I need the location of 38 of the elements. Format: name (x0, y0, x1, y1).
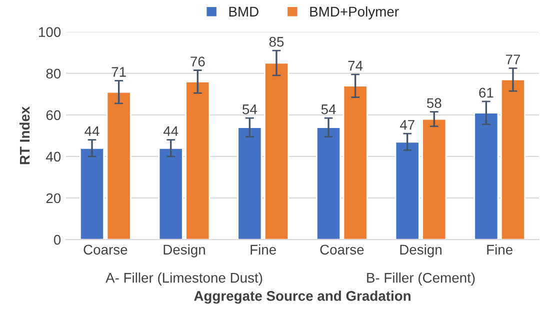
x-tick-label: Coarse (320, 244, 364, 255)
data-label: 54 (321, 104, 336, 114)
y-axis-title: RT Index (19, 106, 30, 164)
y-tick-label: 40 (46, 152, 61, 162)
data-label: 85 (269, 36, 284, 47)
bar (474, 112, 499, 240)
data-label: 58 (426, 98, 442, 108)
y-tick-label: 60 (46, 110, 61, 120)
x-tick-label: Design (400, 244, 442, 258)
bar (316, 126, 342, 240)
bar (342, 85, 368, 240)
bar (237, 126, 262, 240)
x-tick-label: Coarse (84, 244, 128, 255)
data-label: 44 (84, 126, 100, 136)
x-axis-title: Aggregate Source and Gradation (194, 290, 410, 304)
data-label: 54 (242, 104, 257, 114)
y-tick-label: 100 (39, 27, 61, 37)
x-tick-label: Fine (487, 244, 512, 255)
data-label: 44 (163, 126, 178, 136)
bar (500, 78, 526, 240)
data-label: 76 (190, 56, 205, 66)
text: A- Filler (Limestone Dust) (106, 272, 262, 286)
legend-label: BMD+Polymer (310, 6, 399, 20)
x-tick-label: Fine (250, 244, 276, 255)
bar (264, 62, 290, 240)
y-tick-label: 20 (46, 193, 61, 204)
data-label: 74 (348, 60, 363, 70)
x-tick-label: Design (164, 244, 205, 258)
y-tick-label: 0 (54, 234, 61, 245)
data-label: 61 (479, 88, 494, 98)
legend-label: BMD (229, 6, 258, 16)
bar (106, 91, 132, 240)
data-label: 77 (506, 54, 520, 64)
bar (79, 147, 105, 240)
y-tick-label: 80 (46, 68, 61, 79)
data-label: 71 (112, 67, 126, 77)
text: B- Filler (Cement) (367, 272, 475, 286)
data-label: 47 (400, 120, 414, 130)
